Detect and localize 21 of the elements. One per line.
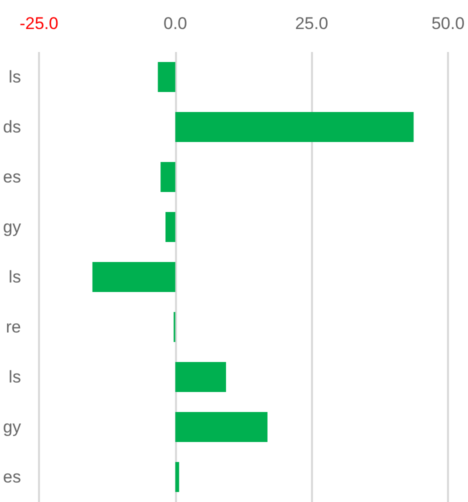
y-tick-label: gy (2, 218, 22, 236)
y-tick-label: es (2, 468, 21, 486)
y-tick-label: re (6, 318, 21, 336)
y-tick-label: es (2, 168, 21, 186)
bar (175, 112, 414, 142)
y-tick-label: ls (8, 368, 21, 386)
y-tick-label: gy (2, 418, 22, 436)
y-tick-label: ls (8, 68, 21, 86)
bar (158, 62, 176, 92)
x-tick-label: 50.0 (431, 14, 465, 33)
bar (92, 262, 176, 292)
bar (165, 212, 176, 242)
bar (175, 412, 268, 442)
bar (160, 162, 176, 192)
bar (175, 362, 226, 392)
y-tick-label: ls (8, 268, 21, 286)
x-tick-label: -25.0 (20, 14, 58, 33)
x-tick-label: 25.0 (295, 14, 328, 33)
x-tick-label: 0.0 (163, 14, 188, 33)
bar (175, 462, 180, 492)
y-tick-label: ds (2, 118, 21, 136)
